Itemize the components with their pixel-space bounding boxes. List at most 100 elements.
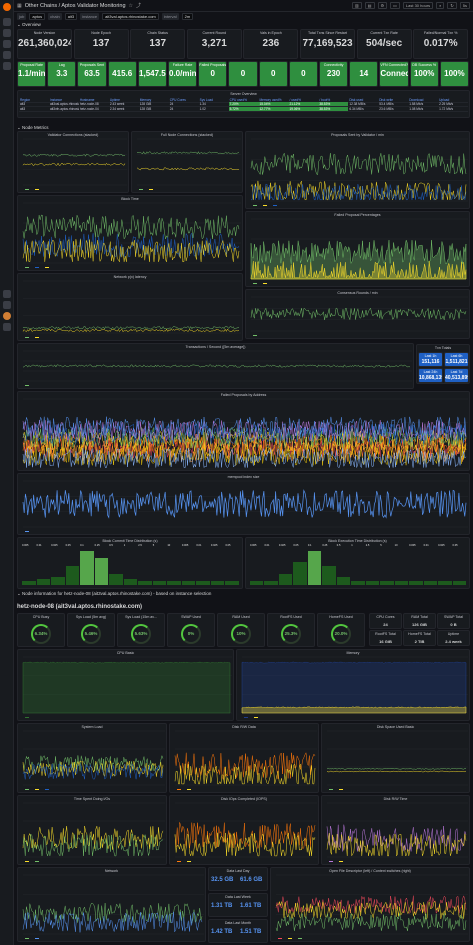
legend[interactable]	[21, 859, 163, 863]
series-line	[136, 151, 239, 155]
data-stat-panel: Data Last Month 1.42 TB 1.51 TB	[208, 919, 268, 943]
gauge-panel: CPU Busy 6.34%	[17, 613, 65, 647]
row-node-metrics[interactable]: ⌄ Node Metrics	[17, 125, 49, 130]
column-header[interactable]: Disk write	[379, 97, 394, 102]
graph-panel: Proposals Sent by Validator / min	[245, 131, 470, 209]
avatar[interactable]	[3, 312, 11, 320]
time-range-picker[interactable]: Last 30 hours	[402, 2, 434, 9]
graph-panel: Disk Space Used Basic	[321, 723, 470, 793]
column-header[interactable]: Memory	[139, 97, 152, 102]
panel-title: Lag	[58, 63, 65, 67]
legend[interactable]	[240, 715, 466, 719]
star-icon[interactable]: ☆	[128, 2, 134, 9]
settings-button[interactable]: ⚙	[377, 2, 388, 9]
legend[interactable]	[135, 187, 239, 191]
share-icon[interactable]: ⤴	[136, 3, 142, 9]
legend[interactable]	[325, 859, 466, 863]
graph-panel: Disk R/W Data	[169, 723, 319, 793]
column-header[interactable]: Download	[409, 97, 424, 102]
tv-mode-button[interactable]: ▭	[390, 2, 400, 9]
legend[interactable]	[21, 529, 466, 533]
legend-swatch	[187, 860, 191, 862]
column-header[interactable]: CPU Cores	[169, 97, 186, 102]
column-header[interactable]: CPU used%	[229, 97, 247, 102]
row-overview[interactable]: ⌄ Overview	[17, 22, 41, 27]
stat-panel-green: Lag 3.3	[47, 61, 77, 87]
var-job-select[interactable]: aptos	[29, 13, 46, 20]
legend[interactable]	[21, 936, 202, 940]
legend[interactable]	[21, 787, 163, 791]
legend-swatch	[253, 204, 257, 206]
legend[interactable]	[249, 203, 466, 207]
shield-icon[interactable]	[3, 301, 11, 309]
column-header[interactable]: Memory used%	[259, 97, 282, 102]
stat-panel: Node Version 261,360,024 261,362,586	[17, 29, 72, 59]
panel-title: Open File Descriptor (left) / Context sw…	[329, 869, 411, 873]
panel-title: Node Epoch	[91, 31, 111, 35]
dashboards-icon[interactable]	[3, 40, 11, 48]
legend-swatch	[45, 788, 49, 790]
column-header[interactable]: Hostname	[79, 97, 95, 102]
save-button[interactable]: ▤	[364, 2, 375, 9]
series-line	[174, 763, 316, 785]
legend[interactable]	[249, 281, 466, 285]
column-header[interactable]: Region	[20, 97, 31, 102]
var-chain-select[interactable]: ait3	[64, 13, 78, 20]
column-header[interactable]: Instance	[49, 97, 62, 102]
column-header[interactable]: Upload	[439, 97, 450, 102]
row-node-information[interactable]: ⌄ Node information for hetz-node-08 (ait…	[17, 591, 212, 596]
add-panel-button[interactable]: ▥	[351, 2, 362, 9]
breadcrumb[interactable]: Other Chains / Aptos Validator Monitorin…	[24, 2, 126, 9]
table-cell: 38.53%	[318, 106, 349, 111]
graph-panel: Memory	[236, 649, 470, 721]
column-header[interactable]: Uptime	[109, 97, 120, 102]
zoom-out-button[interactable]: ⌕	[436, 2, 445, 9]
help-icon[interactable]	[3, 323, 11, 331]
legend[interactable]	[21, 187, 125, 191]
refresh-button[interactable]: ↻	[447, 2, 457, 9]
legend[interactable]	[173, 859, 315, 863]
starred-icon[interactable]	[3, 29, 11, 37]
panel-title: Chain Status	[147, 31, 168, 35]
column-header[interactable]: Disk used	[349, 97, 364, 102]
heatmap-label: 0.05	[452, 544, 458, 547]
legend[interactable]	[21, 335, 239, 339]
alerting-icon[interactable]	[3, 62, 11, 70]
var-instance-select[interactable]: ait3val.aptos.rhinostake.com	[102, 13, 159, 20]
legend-swatch	[263, 282, 267, 284]
heatmap-bar	[80, 550, 94, 585]
series-line	[22, 902, 203, 924]
search-icon[interactable]	[3, 18, 11, 26]
graph-plot	[22, 656, 232, 714]
refresh-interval[interactable]: 5s	[459, 2, 470, 9]
legend-swatch	[25, 788, 29, 790]
graph-plot	[22, 730, 165, 786]
series-line	[136, 167, 240, 171]
column-header[interactable]: Sys Load	[199, 97, 213, 102]
gear-icon[interactable]	[3, 290, 11, 298]
var-interval-select[interactable]: 2m	[181, 13, 194, 20]
row-title: Overview	[22, 22, 41, 27]
stat-panel-green: 415.6	[107, 61, 137, 87]
host-title: hetz-node-08 (ait3val.aptos.rhinostake.c…	[17, 604, 143, 610]
heatmap-bar	[293, 562, 307, 585]
legend-swatch	[25, 266, 29, 268]
legend-swatch	[35, 336, 39, 338]
legend[interactable]	[249, 333, 466, 337]
legend[interactable]	[325, 787, 466, 791]
legend[interactable]	[274, 936, 466, 940]
stat-value: 2 TiB	[414, 639, 425, 644]
column-header[interactable]: / used%	[289, 97, 301, 102]
legend-swatch	[253, 282, 257, 284]
legend[interactable]	[21, 383, 410, 387]
legend-swatch	[329, 788, 333, 790]
legend[interactable]	[173, 787, 315, 791]
grafana-logo-icon[interactable]	[3, 3, 11, 11]
column-header[interactable]: / boot%	[319, 97, 331, 102]
explore-icon[interactable]	[3, 51, 11, 59]
legend[interactable]	[21, 265, 239, 269]
stat-value: 2.4 week	[445, 639, 462, 644]
legend[interactable]	[21, 715, 230, 719]
stat-value: 16 GiB	[379, 639, 392, 644]
table-row: ait3 ait3vfn.aptos.rhinostake.comhetz-nod…	[19, 106, 468, 112]
